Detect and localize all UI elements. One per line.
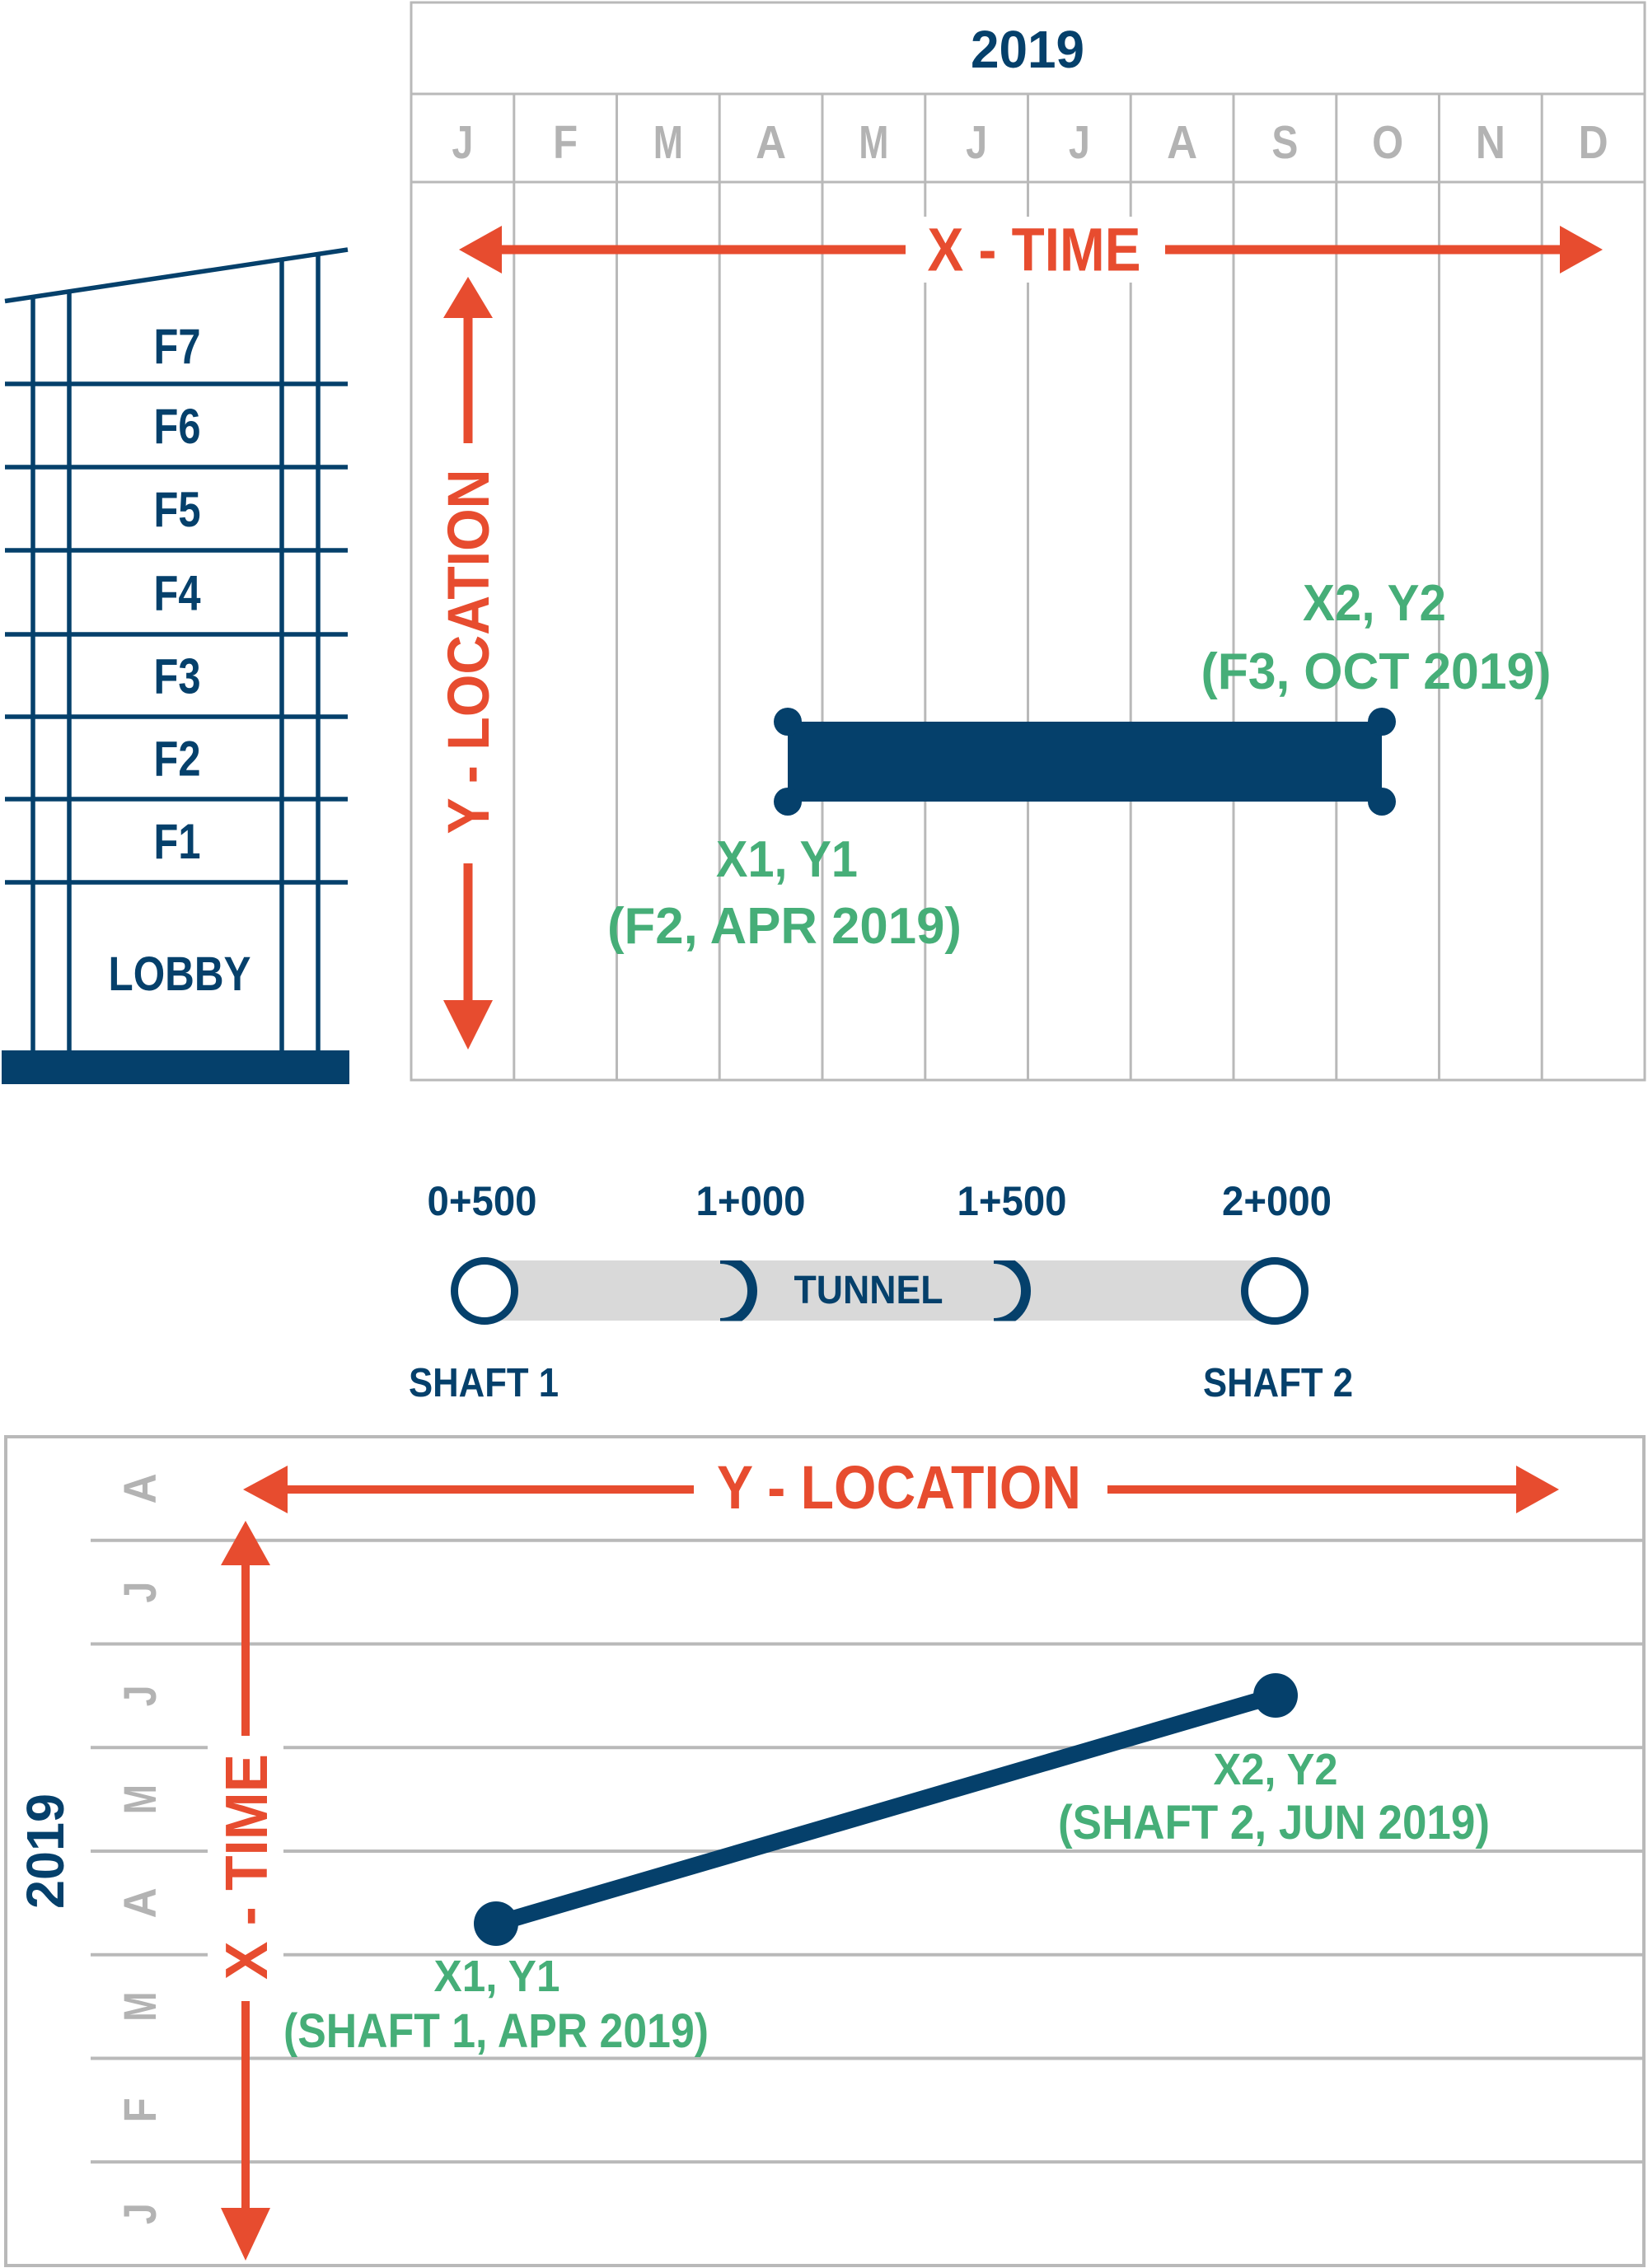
svg-text:D: D — [1579, 116, 1608, 169]
svg-text:Y - LOCATION: Y - LOCATION — [437, 470, 502, 835]
svg-text:A: A — [114, 1887, 166, 1918]
svg-text:X - TIME: X - TIME — [928, 216, 1141, 284]
svg-text:J: J — [452, 116, 473, 169]
svg-text:M: M — [859, 116, 888, 169]
svg-text:2+000: 2+000 — [1222, 1178, 1332, 1224]
svg-text:F7: F7 — [154, 319, 201, 374]
svg-text:2019: 2019 — [16, 1793, 75, 1909]
svg-text:M: M — [114, 1992, 166, 2022]
svg-text:J: J — [966, 116, 987, 169]
svg-text:X - TIME: X - TIME — [214, 1754, 280, 1980]
svg-text:A: A — [1167, 116, 1197, 169]
svg-text:A: A — [756, 116, 786, 169]
svg-text:F5: F5 — [154, 482, 201, 537]
svg-text:J: J — [114, 2203, 166, 2224]
svg-text:N: N — [1476, 116, 1505, 169]
svg-text:F: F — [114, 2097, 166, 2122]
svg-text:X2, Y2: X2, Y2 — [1214, 1745, 1338, 1794]
svg-text:J: J — [114, 1582, 166, 1603]
svg-text:F4: F4 — [154, 566, 202, 621]
svg-text:M: M — [653, 116, 683, 169]
svg-text:1+500: 1+500 — [957, 1178, 1067, 1224]
svg-text:J: J — [1069, 116, 1090, 169]
svg-text:(F3, OCT 2019): (F3, OCT 2019) — [1201, 643, 1552, 700]
svg-text:F1: F1 — [154, 814, 201, 869]
svg-text:O: O — [1372, 116, 1403, 169]
svg-text:F3: F3 — [154, 649, 201, 704]
svg-text:X2, Y2: X2, Y2 — [1303, 575, 1446, 632]
svg-text:A: A — [114, 1473, 166, 1503]
svg-text:1+000: 1+000 — [696, 1178, 806, 1224]
svg-text:M: M — [114, 1784, 166, 1814]
svg-text:F: F — [553, 116, 578, 169]
svg-text:(F2, APR 2019): (F2, APR 2019) — [607, 898, 962, 955]
svg-text:TUNNEL: TUNNEL — [794, 1269, 943, 1312]
svg-text:0+500: 0+500 — [428, 1178, 537, 1224]
svg-text:(SHAFT 2, JUN 2019): (SHAFT 2, JUN 2019) — [1058, 1796, 1490, 1849]
svg-text:J: J — [114, 1685, 166, 1706]
svg-text:SHAFT 2: SHAFT 2 — [1203, 1361, 1353, 1405]
svg-text:S: S — [1271, 116, 1298, 169]
svg-text:2019: 2019 — [971, 20, 1084, 79]
svg-text:F6: F6 — [154, 399, 201, 454]
svg-text:SHAFT 1: SHAFT 1 — [409, 1361, 559, 1405]
svg-text:X1, Y1: X1, Y1 — [434, 1952, 560, 2001]
svg-text:Y - LOCATION: Y - LOCATION — [717, 1453, 1081, 1522]
svg-text:LOBBY: LOBBY — [109, 947, 251, 1001]
svg-text:X1, Y1: X1, Y1 — [716, 831, 858, 888]
svg-text:(SHAFT 1, APR 2019): (SHAFT 1, APR 2019) — [283, 2004, 709, 2058]
svg-text:F2: F2 — [154, 732, 201, 787]
